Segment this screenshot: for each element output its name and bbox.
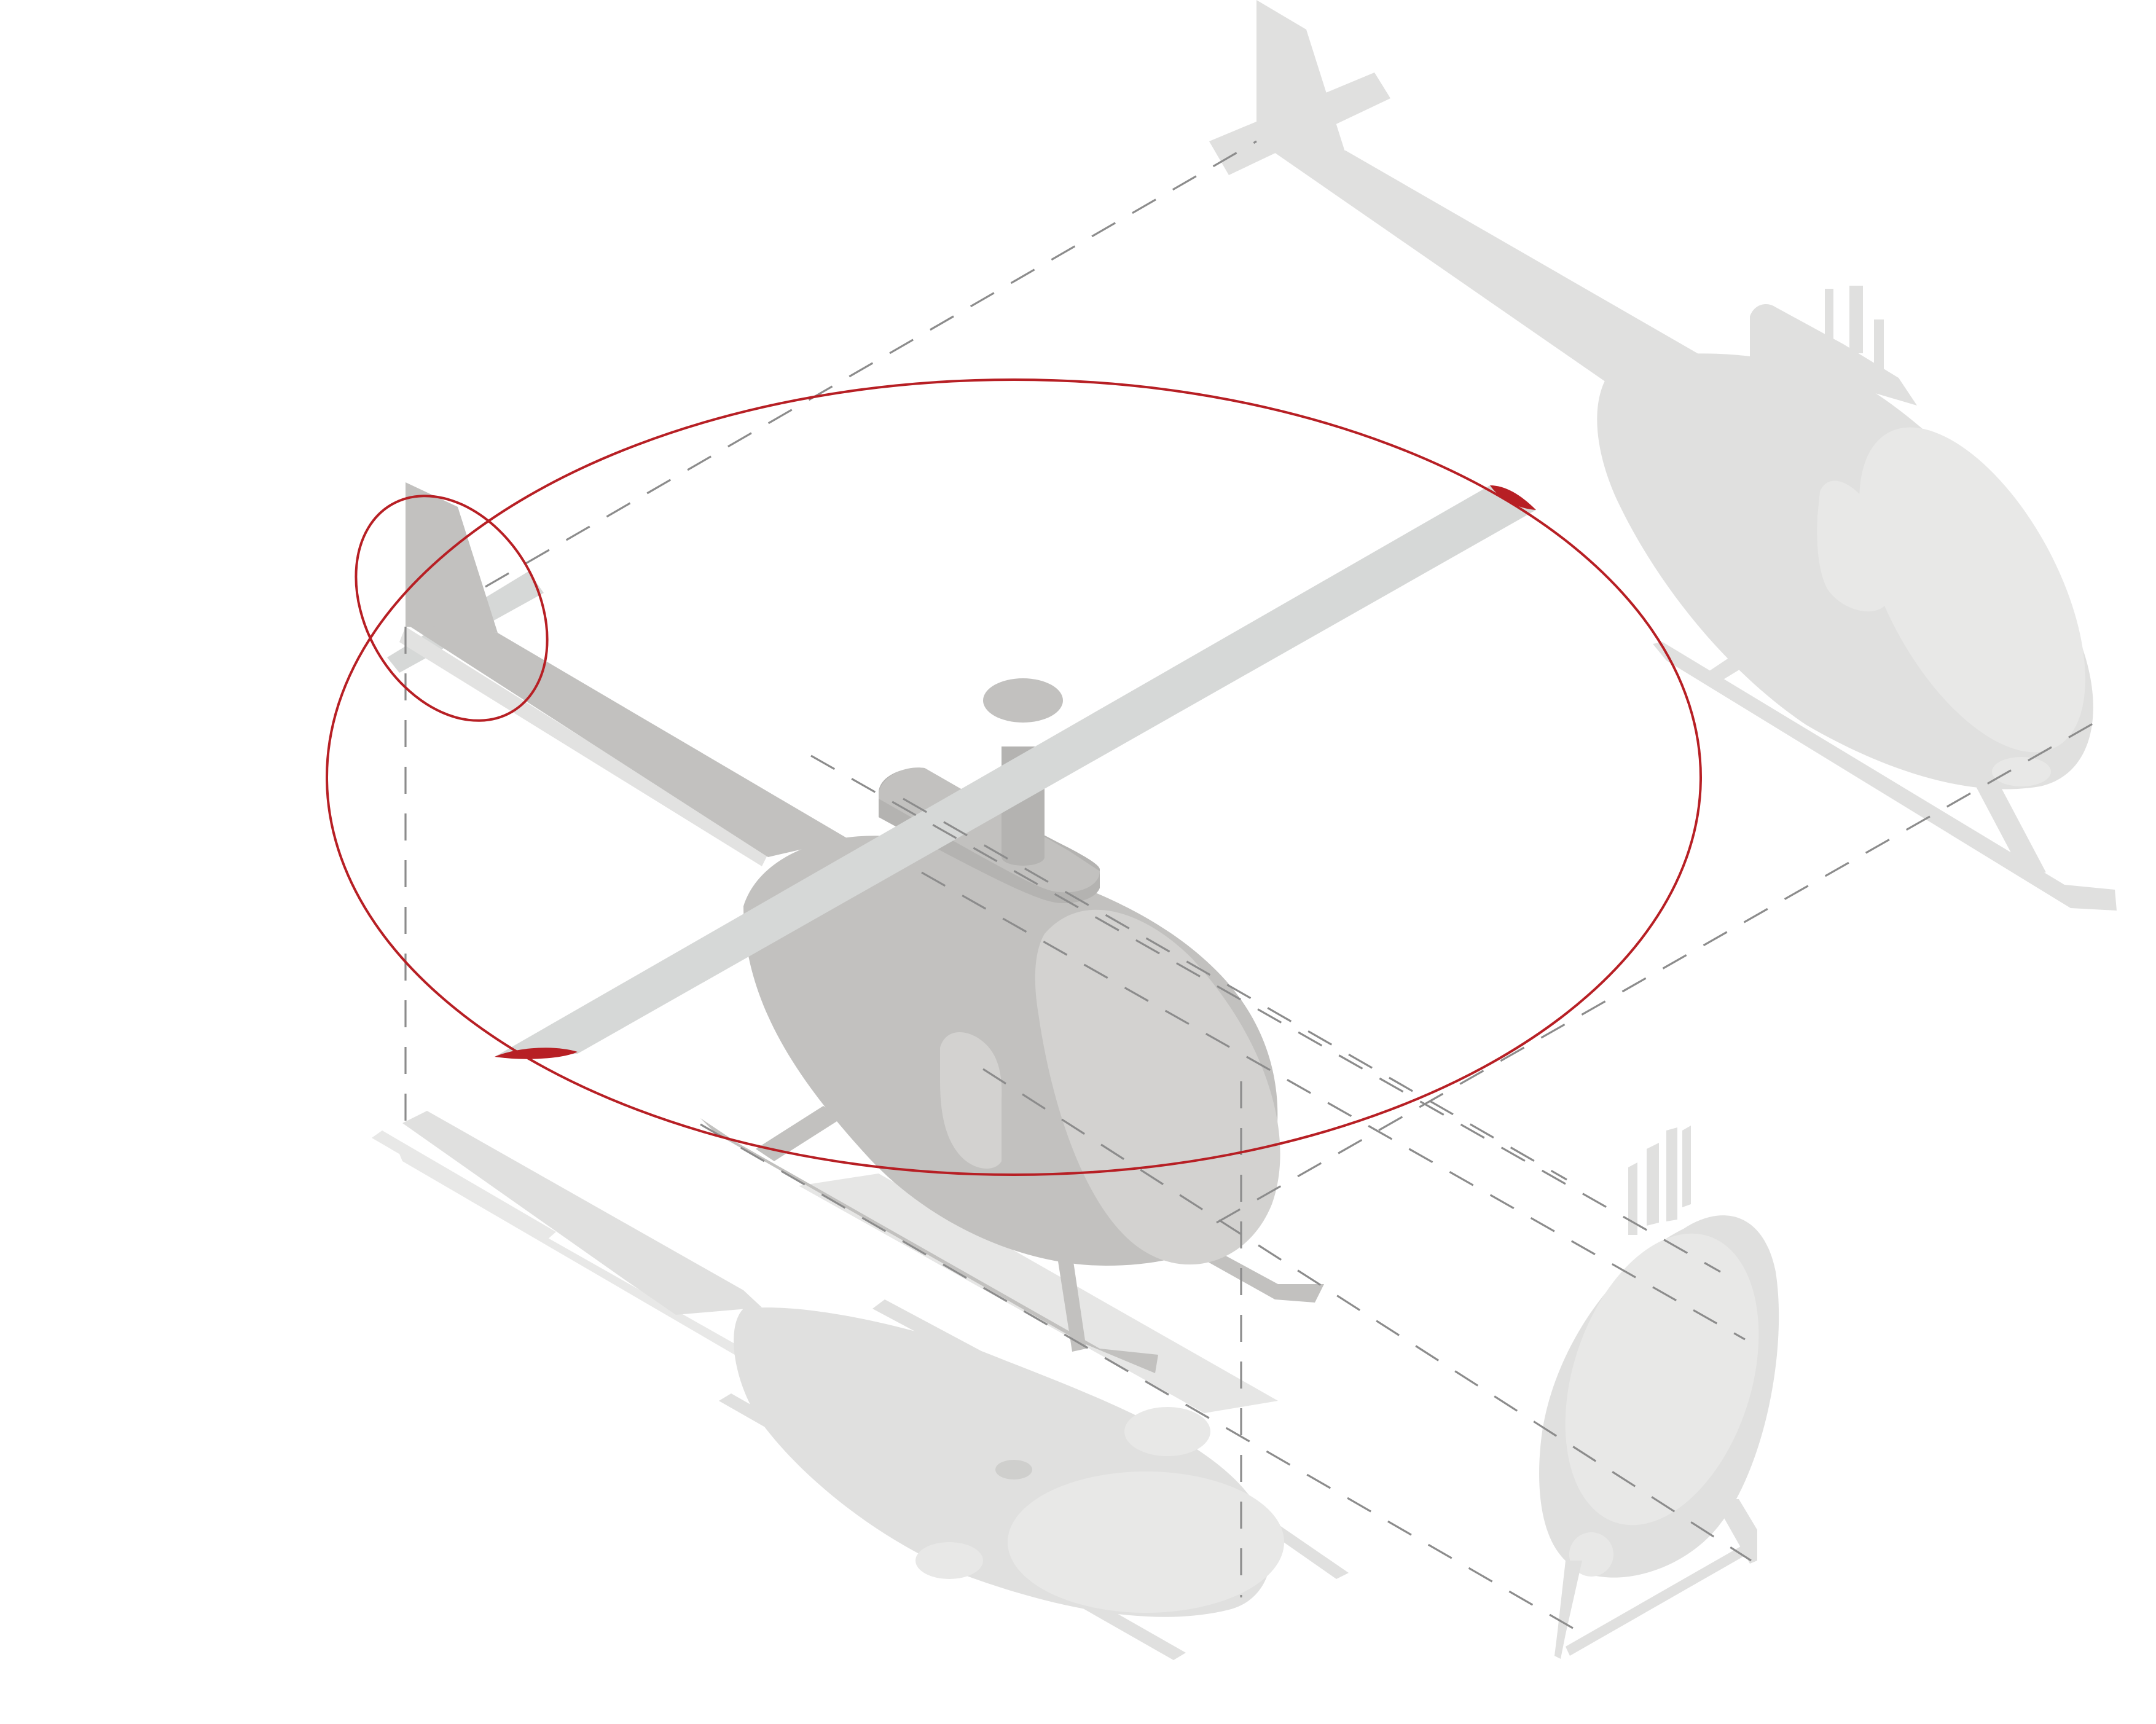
main-rotor-hub: [983, 678, 1063, 723]
top-proj-exhaust-1: [1825, 289, 1833, 344]
side-proj-tail-boom: [402, 1111, 762, 1315]
proj-line-mid-2: [982, 1068, 1752, 1562]
main-skid-strut-rear: [1057, 1253, 1086, 1352]
projection-lines: [404, 140, 2102, 1629]
top-proj-skid-strut: [1702, 639, 1770, 685]
proj-line-skid-front: [810, 754, 1721, 1273]
side-proj-rotor: [872, 1299, 1155, 1453]
side-proj-window-front: [915, 1542, 983, 1579]
main-side-window: [940, 1032, 1002, 1169]
top-proj-exhaust-3: [1874, 319, 1884, 372]
main-tail-boom: [406, 624, 848, 857]
front-proj-exhaust: [1628, 1162, 1637, 1235]
main-windshield: [1035, 909, 1280, 1265]
tail-rotor-circle: [355, 495, 549, 722]
side-proj-windshield: [1008, 1471, 1284, 1613]
front-proj-exhaust-4: [1682, 1126, 1691, 1207]
top-proj-tail-fin: [1256, 0, 1346, 154]
front-proj-exhaust-2: [1647, 1143, 1659, 1226]
top-proj-skid-strut-2: [1966, 768, 2046, 872]
side-proj-window-rear: [1124, 1407, 1210, 1456]
side-proj-hub: [995, 1460, 1032, 1479]
main-skid-strut: [756, 1106, 842, 1161]
main-blade-tip-front: [495, 1048, 578, 1059]
top-proj-exhaust-2: [1849, 286, 1863, 353]
main-rotor-blade: [495, 485, 1536, 1057]
front-proj-skid: [1554, 1561, 1582, 1659]
front-proj-windshield: [1565, 1233, 1759, 1526]
main-tail-boom-shadow: [399, 627, 768, 866]
top-proj-tail-boom: [1256, 140, 1708, 393]
proj-line-body-to-front: [903, 797, 1567, 1181]
side-projection-view: [372, 1111, 1349, 1660]
main-rotor-mast-base: [1002, 848, 1045, 866]
main-tail-fin: [406, 482, 498, 633]
front-proj-exhaust-3: [1666, 1127, 1677, 1221]
top-proj-nose-light: [1992, 757, 2051, 786]
top-proj-windshield: [1859, 427, 2085, 753]
main-engine-top: [879, 767, 1100, 893]
side-proj-stabilizer: [372, 1130, 556, 1240]
main-skid-front: [1198, 1244, 1324, 1303]
proj-line-body-to-top: [1216, 718, 2102, 1224]
main-blade-tip-rear: [1490, 485, 1536, 510]
proj-line-tail-to-top: [485, 140, 1257, 588]
front-proj-skid-bar: [1566, 1542, 1752, 1656]
main-rotor-disc-circle: [326, 378, 1702, 1176]
front-projection-view: [1539, 1126, 1779, 1659]
top-proj-engine-cowling: [1750, 304, 1917, 406]
main-helicopter: [387, 482, 1536, 1413]
top-proj-skid: [1653, 642, 2117, 911]
side-proj-fin: [399, 1154, 836, 1408]
main-skid-light: [799, 1173, 1278, 1413]
rotor-annotations: [326, 378, 1702, 1176]
top-projection-view: [1209, 0, 2117, 911]
proj-line-mid-1: [921, 871, 1746, 1341]
